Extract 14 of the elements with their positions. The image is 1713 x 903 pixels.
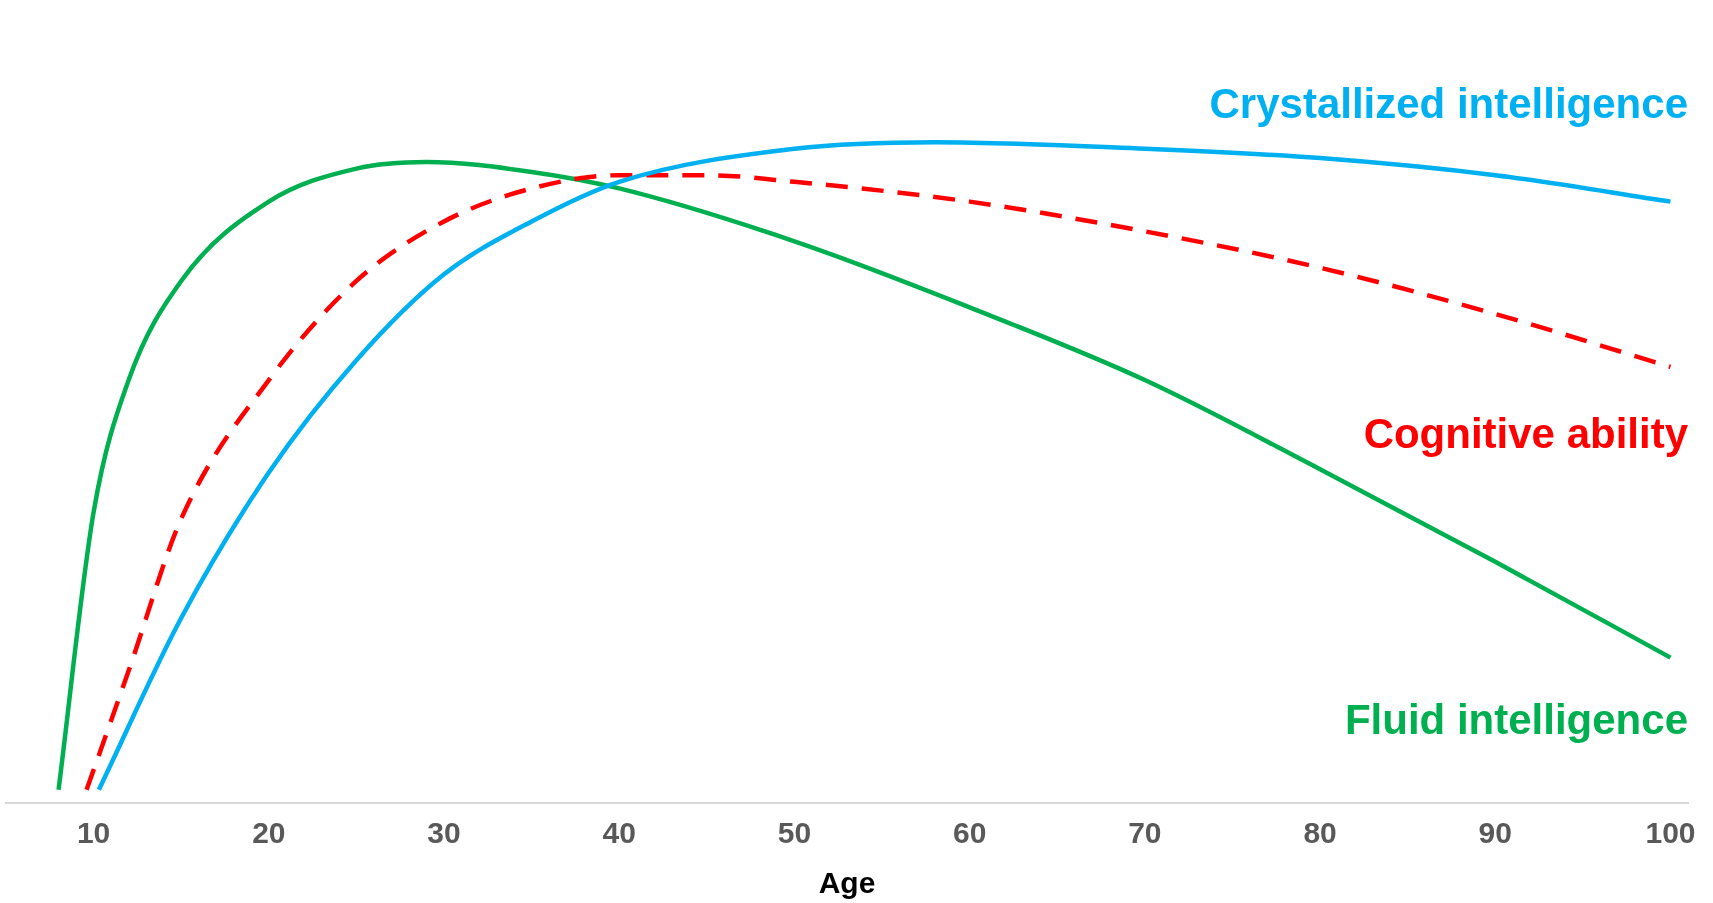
x-tick-label: 20 <box>252 816 286 850</box>
x-tick-label: 60 <box>952 816 987 850</box>
x-axis-title: Age <box>818 866 876 900</box>
series-label: Crystallized intelligence <box>1209 80 1688 128</box>
series-label: Cognitive ability <box>1363 410 1689 458</box>
x-tick-label: 30 <box>427 816 461 850</box>
series-label: Fluid intelligence <box>1344 696 1688 744</box>
x-tick-label: 70 <box>1128 816 1162 850</box>
x-tick-label: 40 <box>602 816 636 850</box>
x-tick-label: 80 <box>1303 816 1337 850</box>
x-tick-label: 100 <box>1645 816 1696 850</box>
x-tick-label: 10 <box>76 816 111 850</box>
x-tick-label: 50 <box>777 816 812 850</box>
x-tick-label: 90 <box>1478 816 1512 850</box>
